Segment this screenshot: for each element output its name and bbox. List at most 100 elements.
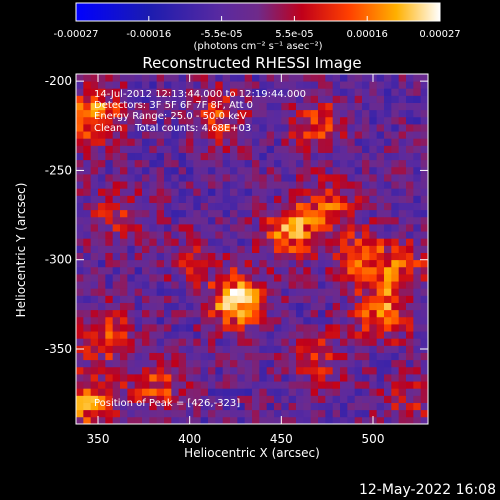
heatmap-cell xyxy=(413,209,422,218)
heatmap-cell xyxy=(164,138,172,146)
heatmap-cell xyxy=(325,238,334,246)
heatmap-cell xyxy=(215,109,224,118)
heatmap-cell xyxy=(288,116,297,125)
heatmap-cell xyxy=(178,252,187,261)
heatmap-cell xyxy=(266,245,275,253)
heatmap-cell xyxy=(252,281,260,289)
heatmap-cell xyxy=(112,188,121,196)
heatmap-cell xyxy=(391,174,400,182)
heatmap-cell xyxy=(332,202,341,211)
heatmap-cell xyxy=(98,395,106,403)
heatmap-cell xyxy=(98,274,106,282)
heatmap-cell xyxy=(90,202,99,211)
heatmap-cell xyxy=(332,266,341,275)
heatmap-cell xyxy=(90,288,99,296)
heatmap-cell xyxy=(193,316,202,325)
heatmap-cell xyxy=(134,338,143,346)
heatmap-cell xyxy=(310,324,319,332)
heatmap-cell xyxy=(318,366,326,375)
heatmap-cell xyxy=(274,102,282,111)
heatmap-cell xyxy=(178,245,187,253)
y-tick-label: -200 xyxy=(45,74,72,88)
heatmap-cell xyxy=(252,245,260,253)
heatmap-cell xyxy=(222,188,231,196)
heatmap-cell xyxy=(149,159,158,168)
heatmap-cell xyxy=(420,124,429,132)
heatmap-cell xyxy=(105,81,114,89)
heatmap-cell xyxy=(105,159,114,168)
heatmap-cell xyxy=(369,145,378,153)
heatmap-cell xyxy=(127,252,136,261)
heatmap-cell xyxy=(354,224,363,232)
heatmap-cell xyxy=(347,416,356,425)
heatmap-cell xyxy=(193,88,202,96)
heatmap-cell xyxy=(156,388,165,396)
heatmap-cell xyxy=(120,181,128,189)
heatmap-cell xyxy=(149,238,158,246)
heatmap-cell xyxy=(340,409,348,418)
heatmap-cell xyxy=(90,338,99,346)
heatmap-cell xyxy=(120,381,128,389)
heatmap-cell xyxy=(340,245,348,253)
heatmap-cell xyxy=(120,409,128,418)
heatmap-cell xyxy=(178,202,187,211)
heatmap-cell xyxy=(310,95,319,103)
heatmap-cell xyxy=(230,374,238,382)
heatmap-cell xyxy=(105,331,114,339)
heatmap-cell xyxy=(310,266,319,275)
heatmap-cell xyxy=(274,181,282,189)
heatmap-cell xyxy=(208,231,216,239)
heatmap-cell xyxy=(340,252,348,261)
heatmap-cell xyxy=(362,174,370,182)
heatmap-cell xyxy=(164,359,172,368)
heatmap-cell xyxy=(274,324,282,332)
heatmap-cell xyxy=(259,74,268,82)
heatmap-cell xyxy=(252,224,260,232)
heatmap-cell xyxy=(303,309,312,318)
heatmap-cell xyxy=(252,288,260,296)
colorbar-tick-label: -0.00027 xyxy=(54,29,99,40)
heatmap-cell xyxy=(259,252,268,261)
heatmap-cell xyxy=(347,188,356,196)
heatmap-cell xyxy=(332,416,341,425)
heatmap-cell xyxy=(310,338,319,346)
heatmap-cell xyxy=(98,124,106,132)
heatmap-cell xyxy=(127,331,136,339)
heatmap-cell xyxy=(376,245,385,253)
heatmap-cell xyxy=(384,116,392,125)
heatmap-cell xyxy=(274,331,282,339)
heatmap-cell xyxy=(105,295,114,303)
heatmap-cell xyxy=(200,381,209,389)
heatmap-cell xyxy=(288,309,297,318)
heatmap-cell xyxy=(310,316,319,325)
heatmap-cell xyxy=(76,252,84,261)
heatmap-cell xyxy=(98,245,106,253)
heatmap-cell xyxy=(362,352,370,361)
heatmap-cell xyxy=(83,231,92,239)
heatmap-cell xyxy=(318,288,326,296)
heatmap-cell xyxy=(215,388,224,396)
heatmap-cell xyxy=(252,316,260,325)
heatmap-cell xyxy=(222,181,231,189)
heatmap-cell xyxy=(230,181,238,189)
heatmap-cell xyxy=(376,231,385,239)
heatmap-cell xyxy=(369,159,378,168)
heatmap-cell xyxy=(178,395,187,403)
heatmap-cell xyxy=(127,145,136,153)
heatmap-cell xyxy=(222,352,231,361)
heatmap-cell xyxy=(200,95,209,103)
heatmap-cell xyxy=(413,245,422,253)
heatmap-cell xyxy=(215,366,224,375)
heatmap-cell xyxy=(215,331,224,339)
heatmap-cell xyxy=(98,181,106,189)
heatmap-cell xyxy=(369,181,378,189)
heatmap-cell xyxy=(252,145,260,153)
heatmap-cell xyxy=(171,159,180,168)
heatmap-cell xyxy=(186,316,194,325)
heatmap-cell xyxy=(362,181,370,189)
heatmap-cell xyxy=(413,131,422,139)
heatmap-cell xyxy=(105,252,114,261)
heatmap-cell xyxy=(325,74,334,82)
heatmap-cell xyxy=(142,209,150,218)
heatmap-cell xyxy=(318,216,326,225)
